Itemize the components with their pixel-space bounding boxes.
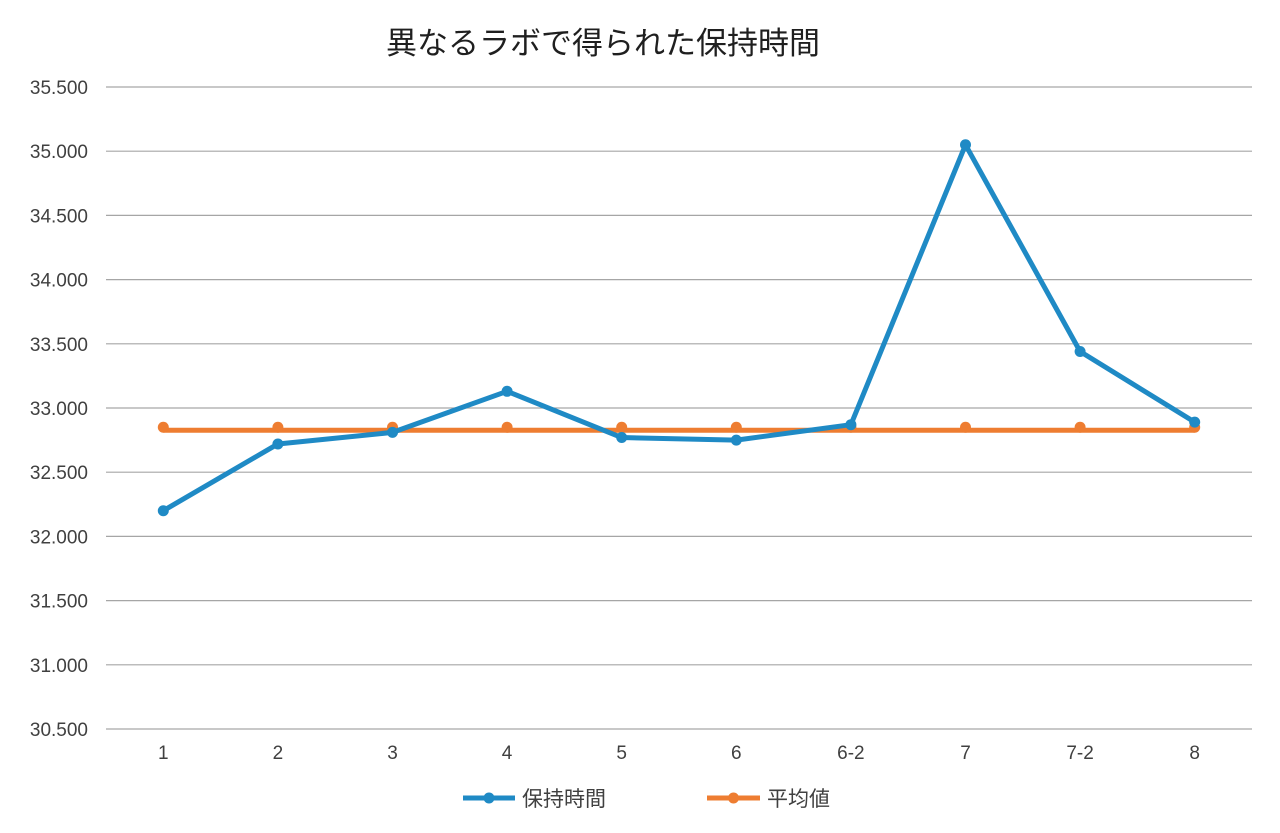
x-tick-label: 7-2 xyxy=(1066,743,1093,764)
x-tick-label: 4 xyxy=(502,743,513,764)
legend-label: 保持時間 xyxy=(522,787,606,811)
x-tick-label: 7 xyxy=(960,743,971,764)
y-tick-label: 32.500 xyxy=(30,463,88,484)
legend-item: 平均値 xyxy=(707,787,830,811)
data-point xyxy=(272,438,284,450)
legend-item: 保持時間 xyxy=(463,787,606,811)
legend: 保持時間 平均値 xyxy=(463,787,830,811)
data-point xyxy=(501,421,513,433)
y-tick-label: 31.000 xyxy=(30,656,88,677)
x-tick-label: 5 xyxy=(616,743,627,764)
legend-swatch-marker xyxy=(483,792,495,804)
y-tick-label: 35.000 xyxy=(30,142,88,163)
x-tick-label: 6-2 xyxy=(837,743,864,764)
chart-title: 異なるラボで得られた保持時間 xyxy=(386,26,820,62)
legend-label: 平均値 xyxy=(767,787,830,811)
x-tick-label: 3 xyxy=(387,743,398,764)
data-point xyxy=(157,421,169,433)
y-tick-label: 33.000 xyxy=(30,399,88,420)
y-tick-label: 35.500 xyxy=(30,78,88,99)
series-retention-time xyxy=(157,139,1201,517)
data-point xyxy=(501,385,513,397)
series-average xyxy=(157,421,1201,433)
x-tick-label: 2 xyxy=(273,743,284,764)
y-tick-label: 30.500 xyxy=(30,720,88,741)
data-point xyxy=(1189,416,1201,428)
x-tick-label: 6 xyxy=(731,743,742,764)
y-tick-label: 33.500 xyxy=(30,335,88,356)
legend-swatch-marker xyxy=(728,792,739,804)
data-point xyxy=(1074,346,1086,358)
y-axis-tick-labels: 30.500 31.000 31.500 32.000 32.500 33.000 33.5… xyxy=(30,78,88,741)
y-tick-label: 32.000 xyxy=(30,527,88,548)
x-axis-tick-labels: 1 2 3 4 5 6 6-2 7 7-2 8 xyxy=(158,743,1200,764)
data-point xyxy=(960,139,971,151)
y-tick-label: 34.000 xyxy=(30,271,88,292)
x-tick-label: 8 xyxy=(1189,743,1200,764)
series-layer xyxy=(157,139,1201,517)
gridlines xyxy=(106,86,1252,730)
series-line xyxy=(160,142,1198,514)
data-point xyxy=(960,421,971,433)
data-point xyxy=(387,426,398,438)
x-tick-label: 1 xyxy=(158,743,169,764)
data-point xyxy=(1074,421,1086,433)
data-point xyxy=(845,419,857,431)
data-point xyxy=(616,421,628,433)
data-point xyxy=(616,432,628,444)
data-point xyxy=(730,434,742,446)
data-point xyxy=(730,421,742,433)
y-tick-label: 31.500 xyxy=(30,592,88,613)
data-point xyxy=(157,505,169,517)
data-point xyxy=(272,421,284,433)
y-tick-label: 34.500 xyxy=(30,206,88,227)
